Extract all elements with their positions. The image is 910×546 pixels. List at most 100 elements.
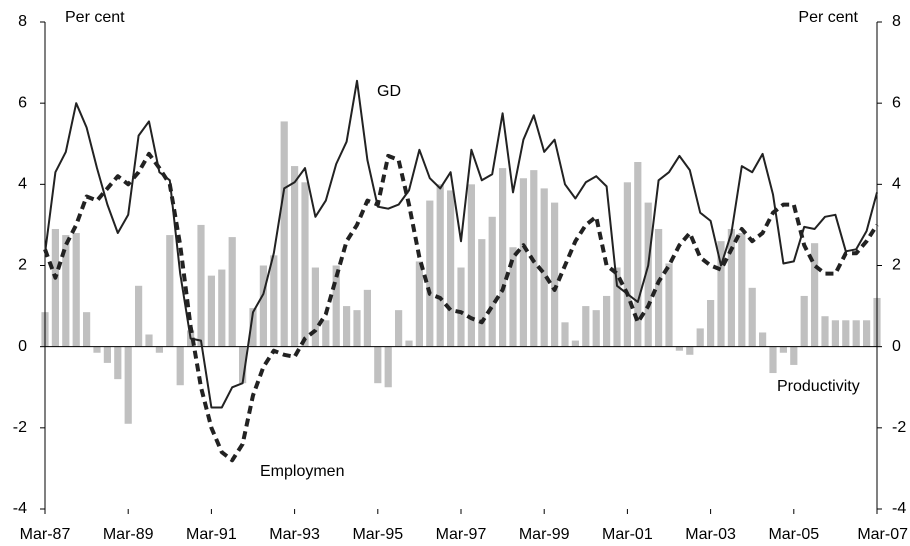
bar — [51, 228, 59, 347]
bar — [322, 320, 330, 347]
bar — [623, 182, 631, 347]
y-tick-label: 2 — [18, 257, 27, 274]
bar — [72, 233, 80, 347]
bar — [821, 316, 829, 347]
bar — [603, 295, 611, 347]
bar — [384, 346, 392, 388]
bar — [551, 202, 559, 347]
x-tick-label: Mar-03 — [685, 526, 736, 543]
line — [44, 79, 878, 409]
series-annotation: Productivity — [777, 378, 860, 395]
x-tick-label: Mar-87 — [20, 526, 71, 543]
bar — [259, 265, 267, 347]
bar — [353, 310, 361, 347]
y2-tick-label: 4 — [892, 176, 901, 193]
bar — [769, 346, 777, 374]
bar — [592, 310, 600, 347]
y2-tick-label: 6 — [892, 94, 901, 111]
bar — [655, 228, 663, 347]
bar — [395, 310, 403, 347]
bar — [374, 346, 382, 384]
bar — [759, 332, 767, 347]
bar — [738, 233, 746, 347]
bar — [436, 184, 444, 347]
bar — [103, 346, 111, 363]
series-annotation: GD — [377, 83, 401, 100]
bar — [852, 320, 860, 347]
y-tick-label: 6 — [18, 94, 27, 111]
x-tick-label: Mar-07 — [857, 526, 908, 543]
y-tick-label: 4 — [18, 176, 27, 193]
bar — [239, 346, 247, 384]
bar — [644, 202, 652, 347]
bar — [426, 200, 434, 347]
bar — [155, 346, 163, 353]
bar — [301, 182, 309, 347]
bar — [540, 188, 548, 347]
bar — [478, 239, 486, 347]
bar — [509, 247, 517, 347]
bar — [197, 224, 205, 347]
bar — [519, 178, 527, 347]
bar — [457, 267, 465, 347]
bar — [686, 346, 694, 355]
y2-tick-label: 0 — [892, 338, 901, 355]
bar — [634, 162, 642, 347]
bar — [571, 340, 579, 347]
y-tick-label: -2 — [13, 419, 27, 436]
bar — [561, 322, 569, 347]
bar — [447, 190, 455, 347]
bar — [249, 308, 257, 347]
bar — [218, 269, 226, 347]
bar — [467, 184, 475, 347]
bar — [228, 237, 236, 347]
x-tick-label: Mar-05 — [768, 526, 819, 543]
y-tick-label: 8 — [18, 13, 27, 30]
bar — [124, 346, 132, 424]
bar — [332, 265, 340, 347]
bar — [582, 306, 590, 347]
y-tick-label: 0 — [18, 338, 27, 355]
x-tick-label: Mar-97 — [436, 526, 487, 543]
x-tick-label: Mar-95 — [352, 526, 403, 543]
bar — [675, 346, 683, 351]
x-tick-label: Mar-93 — [269, 526, 320, 543]
x-tick-label: Mar-91 — [186, 526, 237, 543]
bar — [842, 320, 850, 347]
bar — [811, 243, 819, 347]
bar — [863, 320, 871, 347]
bar — [207, 275, 215, 347]
bar — [499, 168, 507, 347]
bar — [665, 263, 673, 347]
bar — [363, 289, 371, 347]
bar — [696, 328, 704, 347]
bar — [613, 267, 621, 347]
bar — [707, 299, 715, 347]
y2-tick-label: 8 — [892, 13, 901, 30]
bar — [270, 255, 278, 347]
series-annotation: Employmen — [260, 463, 344, 480]
bar — [176, 346, 184, 386]
bar — [405, 340, 413, 347]
bar — [343, 306, 351, 347]
bar — [93, 346, 101, 353]
bar — [114, 346, 122, 380]
y-axis-label-right: Per cent — [798, 9, 858, 26]
bar — [800, 295, 808, 347]
bar — [748, 287, 756, 347]
bar — [166, 235, 174, 347]
x-tick-label: Mar-99 — [519, 526, 570, 543]
bar — [717, 241, 725, 347]
x-tick-label: Mar-01 — [602, 526, 653, 543]
bar — [790, 346, 798, 365]
bar — [727, 228, 735, 347]
bar — [280, 121, 288, 347]
bar — [145, 334, 153, 347]
x-tick-label: Mar-89 — [103, 526, 154, 543]
bar — [488, 216, 496, 347]
y-axis-label-left: Per cent — [65, 9, 125, 26]
bar — [62, 235, 70, 347]
bar — [135, 285, 143, 347]
bar — [415, 261, 423, 347]
